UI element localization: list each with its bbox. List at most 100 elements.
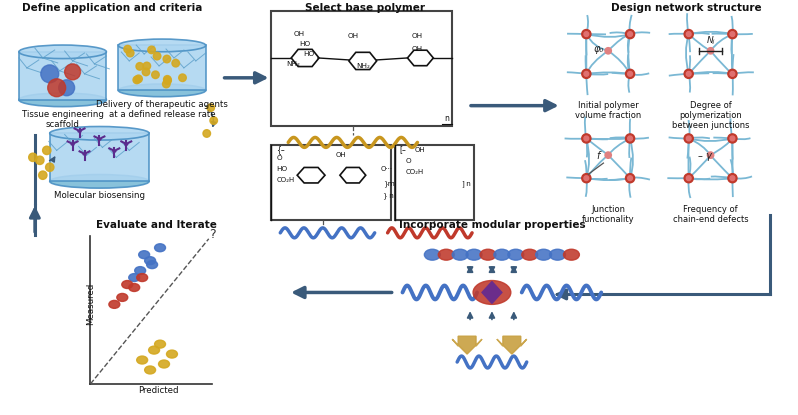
Circle shape xyxy=(41,65,59,83)
Circle shape xyxy=(628,136,633,141)
Ellipse shape xyxy=(135,266,146,275)
Ellipse shape xyxy=(122,281,132,288)
Circle shape xyxy=(584,71,589,76)
Polygon shape xyxy=(291,49,319,66)
Circle shape xyxy=(38,171,47,179)
Circle shape xyxy=(135,75,142,83)
Text: Design network structure: Design network structure xyxy=(611,3,762,13)
Ellipse shape xyxy=(522,249,538,260)
Text: OH: OH xyxy=(336,152,346,158)
Circle shape xyxy=(707,48,713,54)
Circle shape xyxy=(626,69,634,78)
Circle shape xyxy=(163,80,170,88)
Text: OH: OH xyxy=(347,33,358,39)
Circle shape xyxy=(584,32,589,37)
Ellipse shape xyxy=(148,346,160,354)
Polygon shape xyxy=(408,50,433,66)
Ellipse shape xyxy=(438,249,454,260)
Text: Tissue engineering
scaffold: Tissue engineering scaffold xyxy=(22,110,104,129)
Ellipse shape xyxy=(563,249,579,260)
Circle shape xyxy=(582,173,591,183)
Ellipse shape xyxy=(118,84,206,97)
Circle shape xyxy=(582,69,591,78)
Circle shape xyxy=(626,134,634,143)
Circle shape xyxy=(148,46,156,54)
Polygon shape xyxy=(497,336,527,354)
Ellipse shape xyxy=(155,340,165,348)
Circle shape xyxy=(153,52,161,60)
Ellipse shape xyxy=(136,356,148,364)
Ellipse shape xyxy=(49,127,149,140)
Circle shape xyxy=(728,173,737,183)
Text: Junction
functionality: Junction functionality xyxy=(582,205,634,225)
Ellipse shape xyxy=(136,273,148,281)
Ellipse shape xyxy=(128,283,140,291)
Circle shape xyxy=(684,134,693,143)
Circle shape xyxy=(45,163,54,171)
Text: φ₀: φ₀ xyxy=(593,44,603,54)
Circle shape xyxy=(124,45,132,53)
Circle shape xyxy=(48,79,65,97)
Ellipse shape xyxy=(425,249,440,260)
Text: O: O xyxy=(405,158,411,164)
Circle shape xyxy=(684,69,693,78)
Circle shape xyxy=(42,146,51,154)
Text: Incorporate modular properties: Incorporate modular properties xyxy=(399,220,585,230)
Text: – γ: – γ xyxy=(697,151,712,161)
Circle shape xyxy=(65,64,81,80)
Text: Evaluate and Iterate: Evaluate and Iterate xyxy=(96,220,216,230)
Ellipse shape xyxy=(118,39,206,52)
Circle shape xyxy=(707,152,713,158)
Circle shape xyxy=(728,134,737,143)
Text: Molecular biosensing: Molecular biosensing xyxy=(54,191,145,200)
Circle shape xyxy=(143,62,151,70)
Circle shape xyxy=(628,71,633,76)
Polygon shape xyxy=(349,52,377,70)
Ellipse shape xyxy=(147,261,157,269)
Circle shape xyxy=(684,173,693,183)
Text: HO: HO xyxy=(276,166,287,172)
Circle shape xyxy=(133,76,140,84)
Polygon shape xyxy=(482,281,502,303)
Ellipse shape xyxy=(473,281,511,304)
Circle shape xyxy=(582,134,591,143)
Circle shape xyxy=(730,71,735,76)
Circle shape xyxy=(29,153,37,161)
Ellipse shape xyxy=(535,249,551,260)
Text: OH: OH xyxy=(294,31,305,37)
Text: HO: HO xyxy=(303,51,314,57)
Ellipse shape xyxy=(19,45,106,59)
Circle shape xyxy=(686,176,691,181)
Ellipse shape xyxy=(466,249,482,260)
Circle shape xyxy=(210,117,218,124)
Text: Select base polymer: Select base polymer xyxy=(305,3,425,13)
Ellipse shape xyxy=(139,251,149,259)
Circle shape xyxy=(584,136,589,141)
Circle shape xyxy=(686,71,691,76)
Ellipse shape xyxy=(480,249,496,260)
Text: f: f xyxy=(597,151,600,161)
Text: Degree of
polymerization
between junctions: Degree of polymerization between junctio… xyxy=(672,101,749,130)
Text: n: n xyxy=(444,114,448,122)
Text: [–: [– xyxy=(400,145,406,154)
Ellipse shape xyxy=(494,249,510,260)
Circle shape xyxy=(730,32,735,37)
Circle shape xyxy=(207,104,215,111)
Text: Frequency of
chain-end defects: Frequency of chain-end defects xyxy=(673,205,749,225)
Circle shape xyxy=(626,173,634,183)
Circle shape xyxy=(626,29,634,39)
Ellipse shape xyxy=(550,249,566,260)
Ellipse shape xyxy=(452,249,468,260)
Bar xyxy=(271,145,390,220)
Polygon shape xyxy=(340,168,365,183)
Circle shape xyxy=(728,69,737,78)
Ellipse shape xyxy=(19,93,106,107)
Ellipse shape xyxy=(155,244,165,252)
Circle shape xyxy=(164,77,172,84)
Text: } n: } n xyxy=(382,192,393,199)
Ellipse shape xyxy=(144,366,156,374)
Circle shape xyxy=(730,176,735,181)
Circle shape xyxy=(164,76,171,83)
Ellipse shape xyxy=(508,249,523,260)
Text: CO₂H: CO₂H xyxy=(405,169,424,175)
